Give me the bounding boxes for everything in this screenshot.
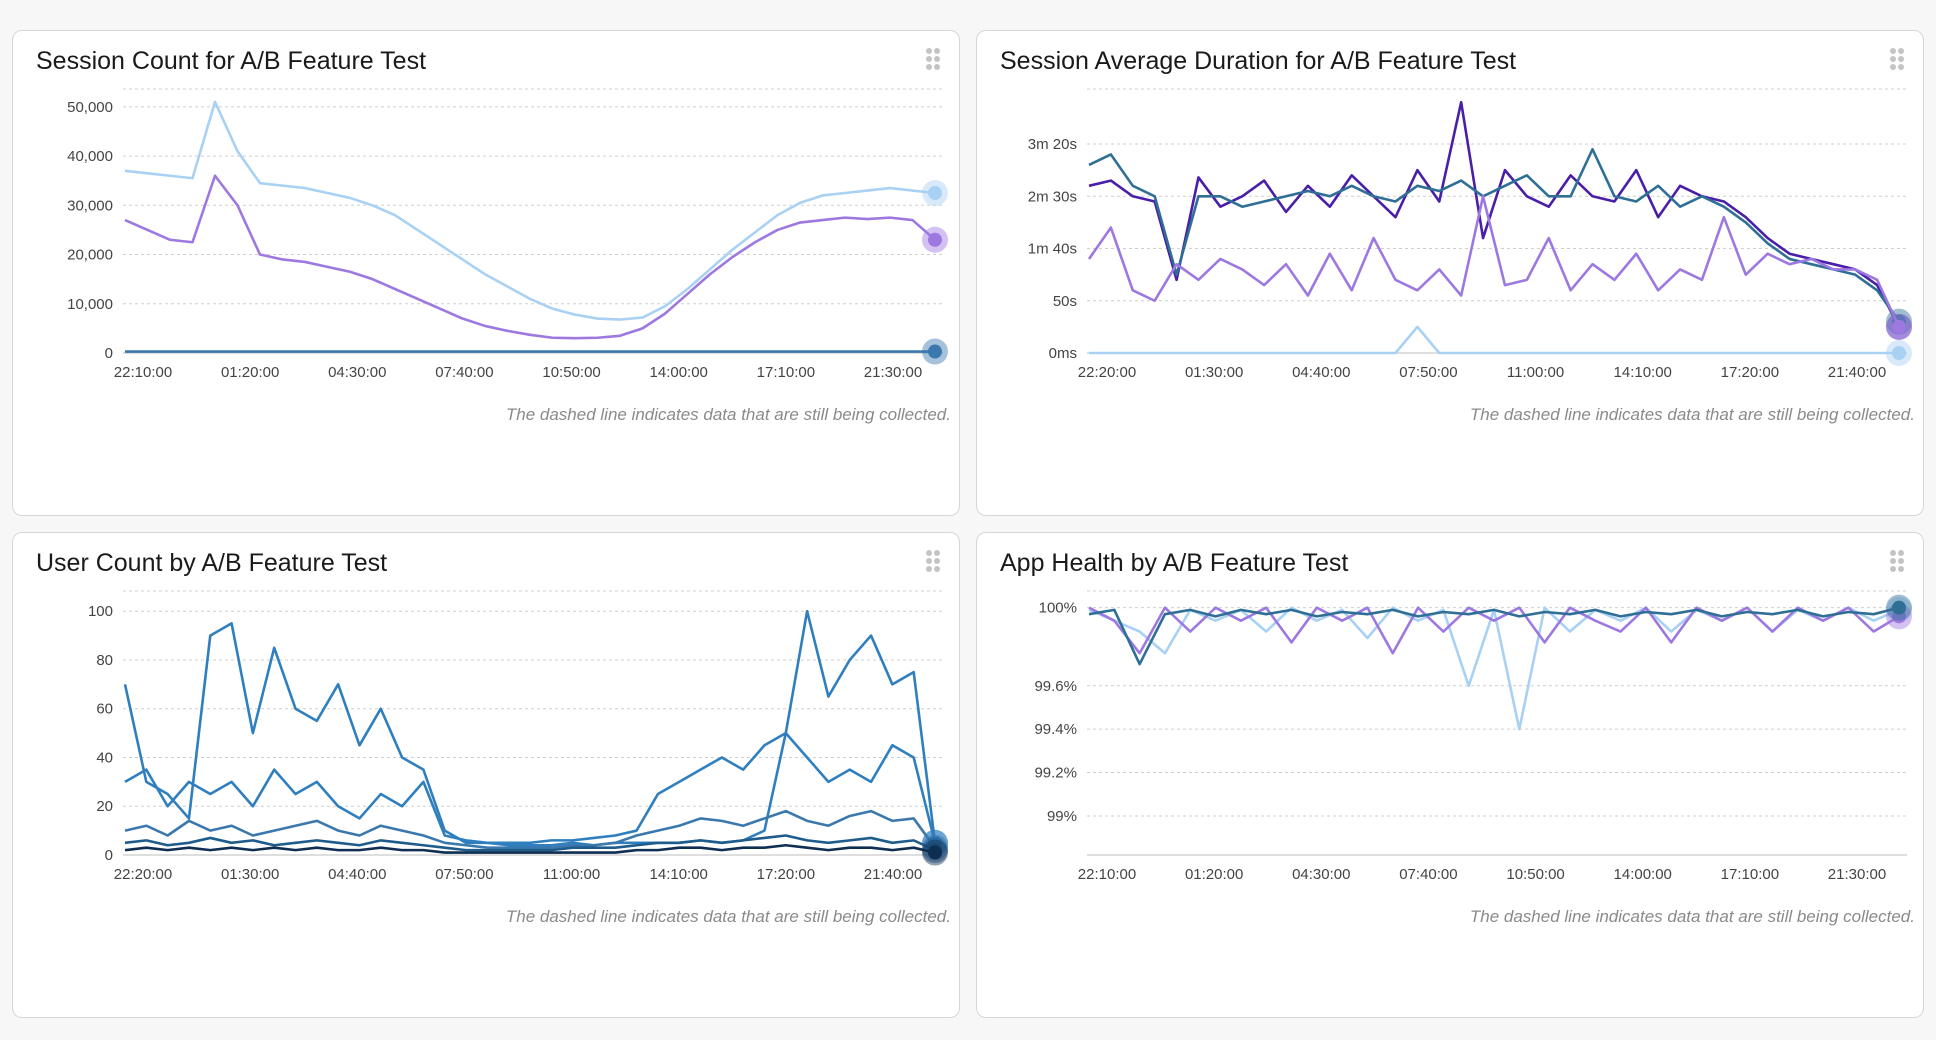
chart-title: App Health by A/B Feature Test	[1000, 549, 1349, 577]
x-tick-label: 01:30:00	[1185, 364, 1243, 381]
x-tick-label: 17:20:00	[1721, 364, 1779, 381]
x-tick-label: 11:00:00	[543, 866, 600, 883]
drag-handle-icon[interactable]	[1889, 549, 1905, 573]
series-endpoint[interactable]	[928, 232, 942, 247]
series-line	[124, 809, 937, 849]
series-line	[1088, 100, 1901, 328]
line-chart: 0ms 50s 1m 40s 2m 30s 3m 20s 22:20:00 01:30:00…	[1028, 88, 1912, 381]
series-endpoint[interactable]	[928, 344, 942, 359]
line-chart: 0 10,000 20,000 30,000 40,000 50,000 22:10:00 0…	[67, 88, 948, 381]
chart-card: Session Count for A/B Feature Test 0 10,0…	[12, 30, 960, 516]
collection-note: The dashed line indicates data that are …	[1469, 405, 1915, 424]
y-tick-label: 99.2%	[1034, 765, 1077, 782]
x-tick-label: 22:10:00	[114, 364, 172, 381]
series-line	[124, 731, 937, 845]
x-tick-label: 21:40:00	[1828, 364, 1886, 381]
x-tick-label: 07:50:00	[435, 866, 493, 883]
y-tick-label: 3m 20s	[1028, 136, 1077, 153]
series-line	[1088, 147, 1901, 323]
x-tick-label: 07:40:00	[1399, 866, 1457, 883]
series-line	[124, 100, 936, 321]
y-tick-label: 0ms	[1049, 345, 1077, 362]
series-endpoint[interactable]	[1892, 319, 1906, 334]
y-tick-label: 99.6%	[1034, 678, 1077, 695]
x-tick-label: 22:20:00	[1078, 364, 1136, 381]
chart-title: User Count by A/B Feature Test	[36, 549, 388, 577]
x-tick-label: 14:10:00	[1614, 364, 1672, 381]
y-tick-label: 20	[96, 798, 113, 815]
x-tick-label: 07:50:00	[1399, 364, 1457, 381]
drag-handle-icon[interactable]	[925, 549, 941, 573]
x-tick-label: 17:10:00	[757, 364, 815, 381]
x-tick-label: 14:10:00	[650, 866, 708, 883]
y-tick-label: 30,000	[67, 197, 113, 214]
x-tick-label: 21:30:00	[864, 364, 922, 381]
y-tick-label: 99.4%	[1034, 721, 1077, 738]
chart-card: App Health by A/B Feature Test 99% 99.2% 9…	[976, 532, 1924, 1018]
x-tick-label: 01:20:00	[1185, 866, 1243, 883]
chart-title: Session Count for A/B Feature Test	[36, 47, 427, 75]
collection-note: The dashed line indicates data that are …	[1469, 907, 1915, 926]
chart-title: Session Average Duration for A/B Feature…	[1000, 47, 1517, 75]
drag-handle-icon[interactable]	[1889, 47, 1905, 71]
x-tick-label: 10:50:00	[542, 364, 600, 381]
x-tick-label: 21:40:00	[864, 866, 922, 883]
dashboard-grid: Session Count for A/B Feature Test 0 10,0…	[12, 30, 1924, 1018]
x-tick-label: 14:00:00	[650, 364, 708, 381]
series-line	[124, 843, 936, 854]
x-tick-label: 04:30:00	[328, 364, 386, 381]
y-tick-label: 0	[105, 345, 113, 362]
series-endpoint[interactable]	[1892, 600, 1906, 615]
x-tick-label: 07:40:00	[435, 364, 493, 381]
series-line	[123, 609, 937, 847]
y-tick-label: 40,000	[67, 148, 113, 165]
series-line	[124, 174, 936, 340]
y-tick-label: 50,000	[67, 99, 113, 116]
series-endpoint[interactable]	[928, 186, 942, 200]
series-line	[1089, 325, 1899, 355]
series-line	[1087, 194, 1901, 328]
x-tick-label: 17:20:00	[757, 866, 815, 883]
y-tick-label: 10,000	[67, 296, 113, 313]
x-tick-label: 04:40:00	[328, 866, 386, 883]
y-tick-label: 0	[105, 847, 113, 864]
chart-card: Session Average Duration for A/B Feature…	[976, 30, 1924, 516]
x-tick-label: 11:00:00	[1507, 364, 1564, 381]
x-tick-label: 22:10:00	[1078, 866, 1136, 883]
y-tick-label: 20,000	[67, 247, 113, 264]
y-tick-label: 80	[96, 652, 113, 669]
collection-note: The dashed line indicates data that are …	[505, 907, 951, 926]
x-tick-label: 22:20:00	[114, 866, 172, 883]
y-tick-label: 99%	[1047, 808, 1077, 825]
line-chart: 99% 99.2% 99.4% 99.6% 100% 22:10:00 01:20:00 04…	[1034, 590, 1912, 883]
y-tick-label: 1m 40s	[1028, 241, 1077, 258]
x-tick-label: 10:50:00	[1506, 866, 1564, 883]
series-line	[1088, 606, 1900, 666]
line-chart: 0 20 40 60 80 100 22:20:00 01:30:00 04:40:00 07:5…	[88, 590, 948, 883]
y-tick-label: 100	[88, 603, 113, 620]
chart-card: User Count by A/B Feature Test 0 20 40 60 80…	[12, 532, 960, 1018]
y-tick-label: 40	[96, 749, 113, 766]
y-tick-label: 60	[96, 701, 113, 718]
x-tick-label: 04:30:00	[1292, 866, 1350, 883]
x-tick-label: 21:30:00	[1828, 866, 1886, 883]
y-tick-label: 2m 30s	[1028, 188, 1077, 205]
series-endpoint[interactable]	[1892, 346, 1906, 360]
x-tick-label: 14:00:00	[1614, 866, 1672, 883]
x-tick-label: 01:20:00	[221, 364, 279, 381]
drag-handle-icon[interactable]	[925, 47, 941, 71]
series-line	[1088, 606, 1900, 655]
collection-note: The dashed line indicates data that are …	[505, 405, 951, 424]
series-line	[124, 834, 936, 852]
y-tick-label: 50s	[1053, 293, 1077, 310]
x-tick-label: 17:10:00	[1721, 866, 1779, 883]
y-tick-label: 100%	[1039, 600, 1077, 617]
x-tick-label: 01:30:00	[221, 866, 279, 883]
series-endpoint[interactable]	[928, 845, 942, 860]
x-tick-label: 04:40:00	[1292, 364, 1350, 381]
